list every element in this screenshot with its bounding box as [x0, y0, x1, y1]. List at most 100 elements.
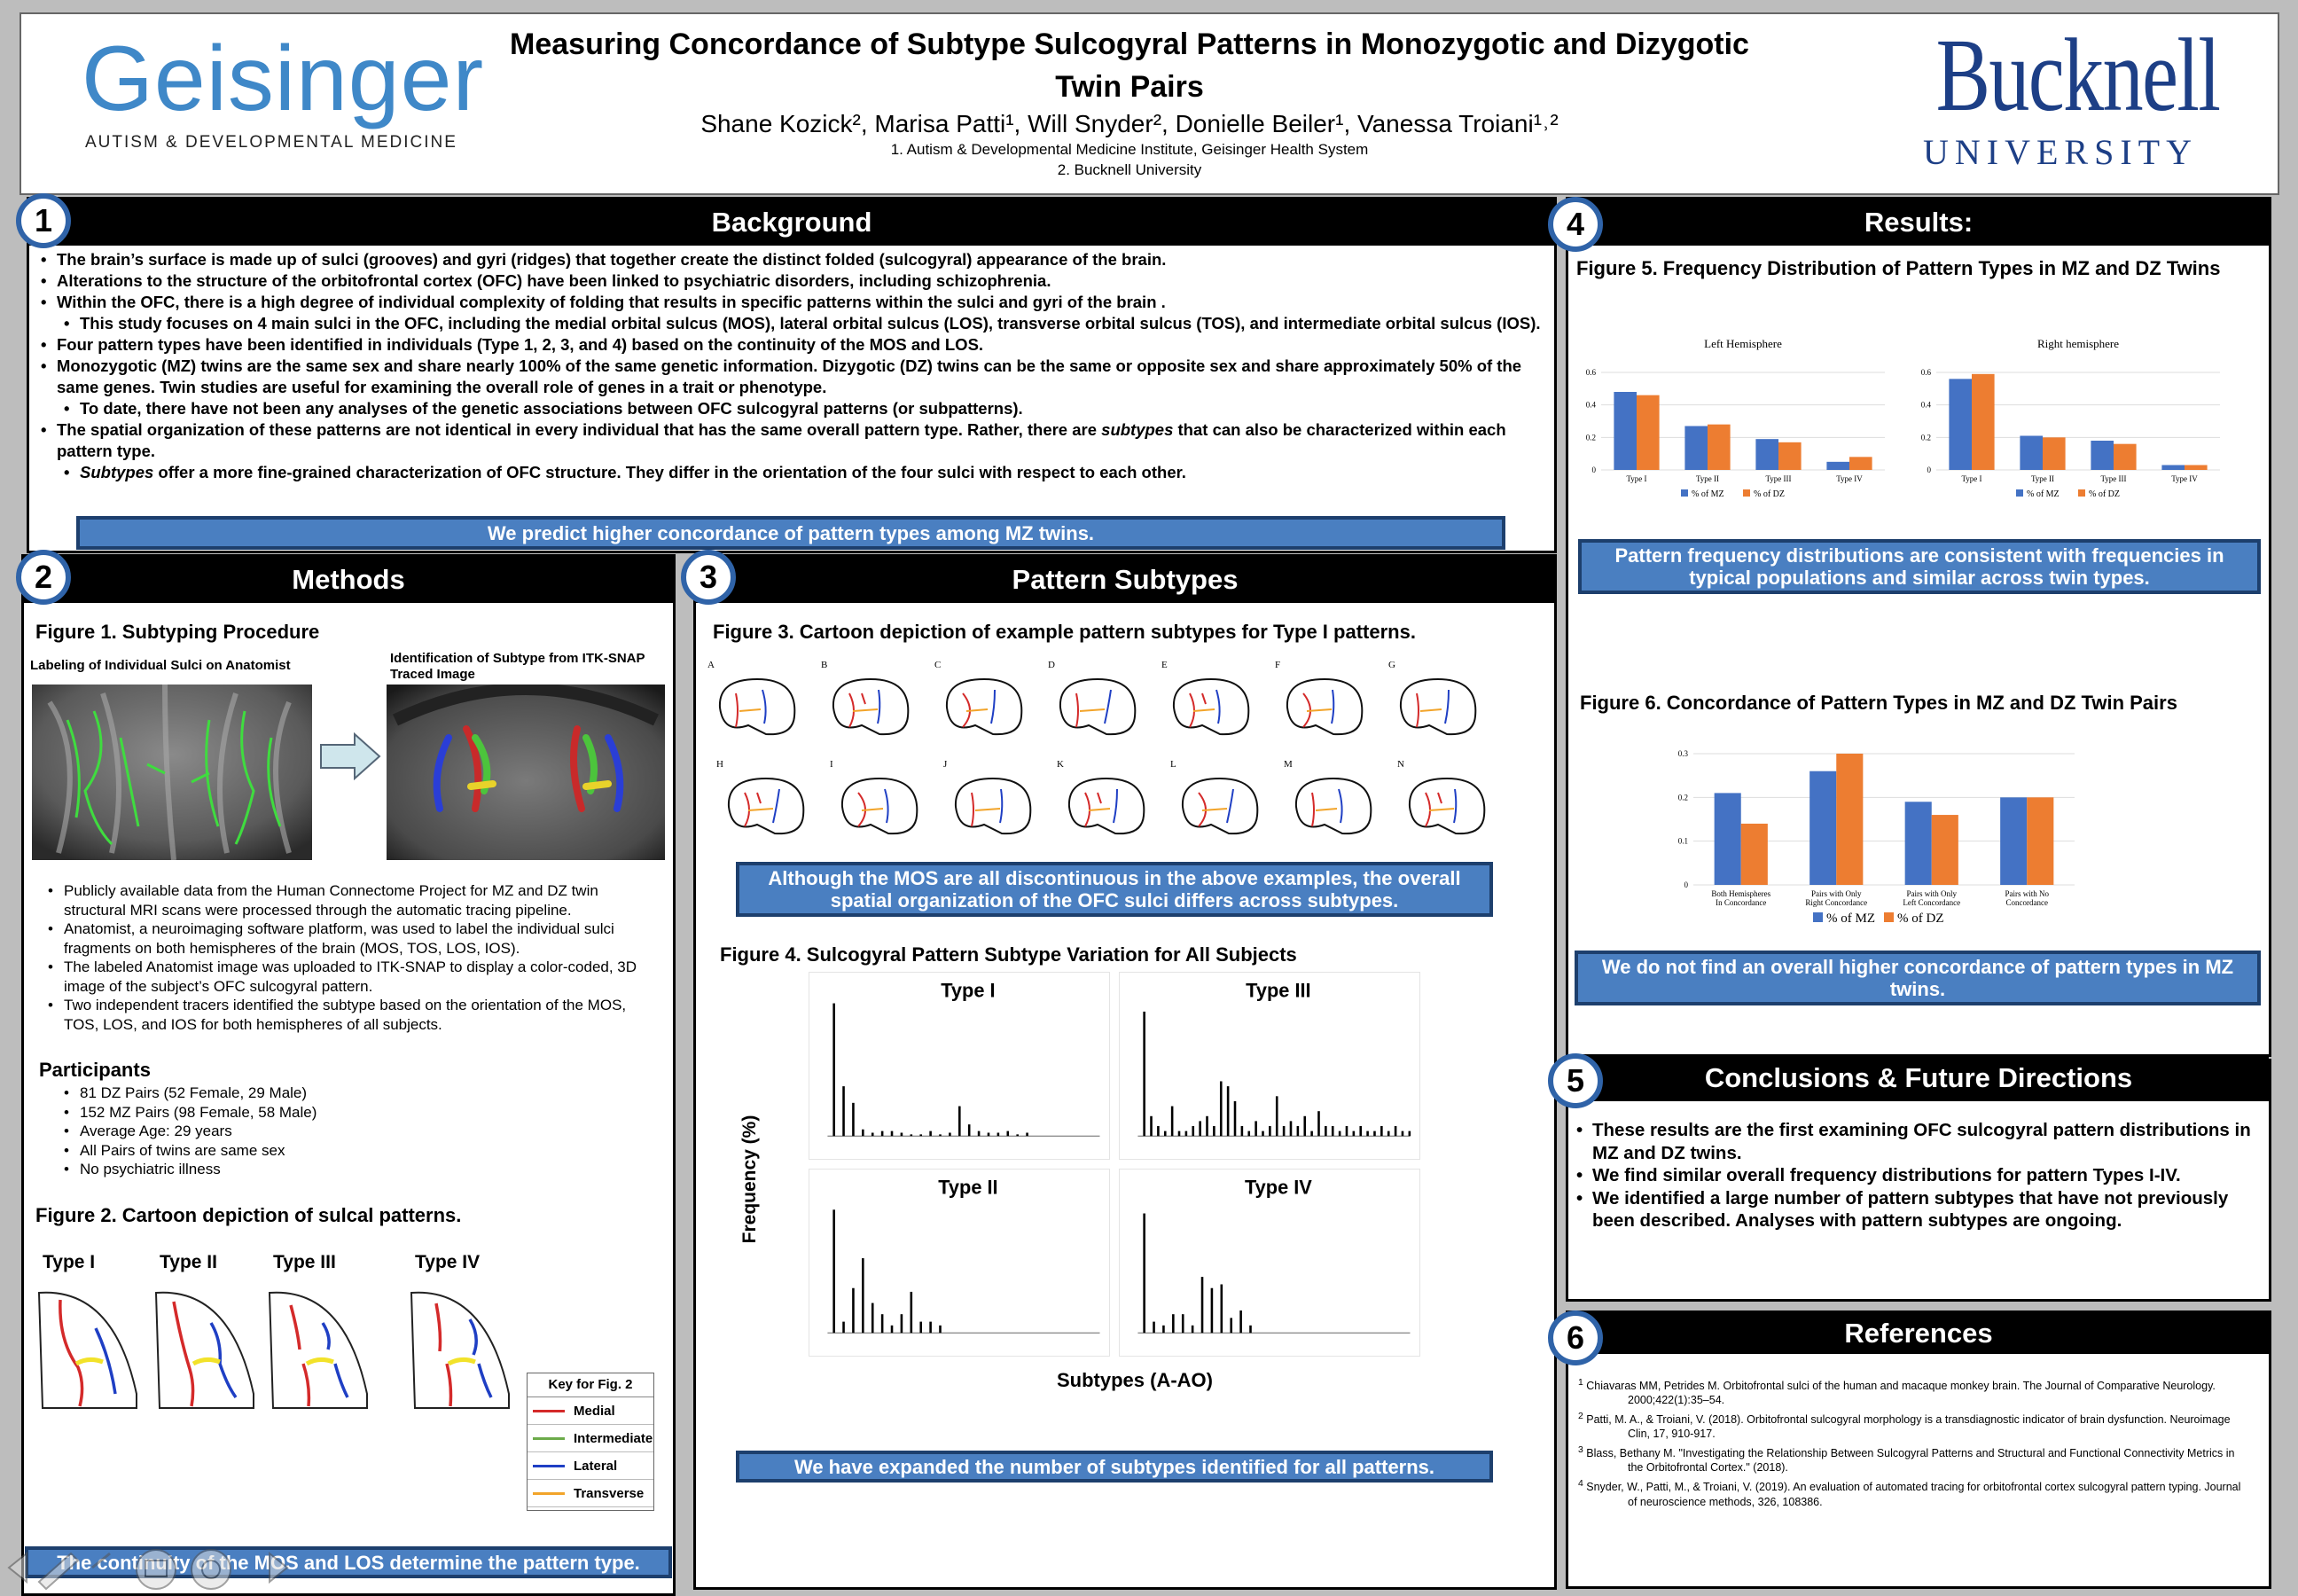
histogram-bar — [1143, 1213, 1145, 1334]
key-label: Intermediate — [574, 1430, 653, 1446]
key-item: Intermediate — [528, 1425, 653, 1452]
reference-item: 2 Patti, M. A., & Troiani, V. (2018). Or… — [1578, 1410, 2252, 1441]
section-number-5: 5 — [1548, 1053, 1603, 1108]
histogram-bar — [919, 1321, 922, 1334]
legend-swatch — [2016, 489, 2023, 497]
bar — [1755, 439, 1778, 470]
histogram-bar — [1143, 1011, 1145, 1137]
cartoon-outline — [718, 677, 796, 736]
background-bullet: Monozygotic (MZ) twins are the same sex … — [39, 356, 1546, 398]
bar — [1836, 754, 1864, 885]
lateral-sulcus — [884, 788, 889, 824]
cartoon-outline — [945, 677, 1023, 736]
title-line-2: Twin Pairs — [1055, 70, 1204, 104]
histogram-bar — [1213, 1126, 1215, 1137]
references-list: 1 Chiavaras MM, Petrides M. Orbitofronta… — [1578, 1376, 2252, 1512]
transverse-sulcus — [1419, 708, 1442, 712]
histogram-bar — [1289, 1121, 1293, 1137]
background-bullet: The brain’s surface is made up of sulci … — [39, 249, 1546, 270]
results-callout-1: Pattern frequency distributions are cons… — [1578, 539, 2261, 594]
y-tick-label: 0.2 — [1586, 433, 1596, 442]
y-tick-label: 0.6 — [1586, 368, 1597, 377]
references-header: References — [1568, 1313, 2269, 1354]
transverse-sulcus — [1192, 708, 1215, 712]
reference-text: Chiavaras MM, Petrides M. Orbitofrontal … — [1583, 1380, 2216, 1407]
histogram-bar — [939, 1134, 942, 1137]
background-header: Background — [29, 200, 1554, 246]
cartoon-outline — [1067, 777, 1145, 835]
participants-bullets: 81 DZ Pairs (52 Female, 29 Male)152 MZ P… — [62, 1084, 594, 1179]
histogram-bar — [852, 1287, 855, 1334]
y-tick-label: 0 — [1684, 880, 1689, 889]
histogram-bar — [1239, 1310, 1242, 1334]
transverse-sulcus — [1428, 808, 1455, 811]
key-item: Transverse — [528, 1480, 653, 1507]
histogram-bar — [1282, 1126, 1286, 1137]
medial-sulcus — [735, 692, 739, 728]
key-swatch — [533, 1409, 565, 1412]
methods-bullet: Two independent tracers identified the s… — [46, 996, 658, 1034]
fig3-letter: A — [707, 660, 715, 670]
bar — [1684, 426, 1708, 470]
slideshow-controls-icon[interactable] — [4, 1543, 296, 1592]
histogram-bar — [1366, 1130, 1369, 1137]
fig5-title: Figure 5. Frequency Distribution of Patt… — [1576, 257, 2221, 279]
chart-title: Left Hemisphere — [1704, 337, 1782, 350]
key-label: Medial — [574, 1403, 615, 1419]
geisinger-logo: Geisinger AUTISM & DEVELOPMENTAL MEDICIN… — [82, 27, 485, 181]
histogram-bar — [1338, 1130, 1341, 1137]
lateral-sulcus — [990, 689, 996, 724]
histogram-bar — [1026, 1132, 1028, 1137]
fig4-title: Figure 4. Sulcogyral Pattern Subtype Var… — [720, 943, 1297, 966]
fig3-letter: D — [1048, 660, 1055, 670]
bar — [2020, 435, 2043, 470]
histogram-bar — [1233, 1100, 1237, 1137]
fig3-cartoon — [1172, 677, 1250, 736]
fig3-letter: C — [934, 660, 942, 670]
fig3-cartoon — [1286, 677, 1364, 736]
geisinger-logo-name: Geisinger — [82, 27, 485, 130]
cartoon-outline — [410, 1291, 510, 1409]
histogram-title: Type IV — [1245, 1177, 1312, 1199]
medial-sulcus — [1416, 692, 1419, 728]
background-callout: We predict higher concordance of pattern… — [76, 516, 1505, 550]
bar — [1614, 392, 1637, 470]
methods-bullet: Anatomist, a neuroimaging software platf… — [46, 919, 658, 958]
histogram-bar — [1249, 1325, 1252, 1334]
fig3-cartoon — [840, 777, 918, 835]
histogram-bar — [958, 1106, 961, 1137]
histogram-bar — [1163, 1130, 1167, 1137]
fig3-cartoon — [1059, 677, 1137, 736]
reference-text: Blass, Bethany M. "Investigating the Rel… — [1583, 1447, 2235, 1475]
histogram-bar — [1162, 1325, 1165, 1334]
x-tick-label: Type II — [2031, 474, 2054, 483]
medial-sulcus — [1311, 792, 1315, 827]
fig3-letter: H — [716, 759, 723, 770]
histogram-bar — [939, 1325, 942, 1334]
methods-header: Methods — [24, 557, 673, 603]
conclusions-header: Conclusions & Future Directions — [1568, 1055, 2269, 1101]
section-number-2: 2 — [16, 550, 71, 605]
histogram-bar — [862, 1129, 864, 1137]
fig3-letter: K — [1057, 759, 1064, 770]
histogram-bar — [967, 1124, 971, 1137]
bar — [1637, 395, 1660, 470]
histogram-bar — [1153, 1321, 1155, 1334]
transverse-sulcus — [192, 1357, 221, 1366]
participant-item: Average Age: 29 years — [62, 1122, 594, 1141]
fig2-cartoon — [268, 1291, 368, 1409]
fig1-itksnap-image — [387, 685, 665, 860]
histogram-bar — [910, 1134, 913, 1137]
histogram-bar — [900, 1132, 903, 1137]
transverse-sulcus — [861, 808, 884, 811]
lateral-sulcus — [999, 788, 1004, 824]
cartoon-outline — [954, 777, 1032, 835]
transverse-sulcus — [74, 1357, 104, 1366]
histogram-bar — [1262, 1130, 1264, 1137]
medial-fragment — [861, 692, 866, 705]
fig3-cartoon — [832, 677, 910, 736]
bar — [2027, 797, 2054, 885]
x-tick-label: Concordance — [2006, 898, 2048, 907]
fig2-type-label: Type II — [160, 1252, 217, 1272]
